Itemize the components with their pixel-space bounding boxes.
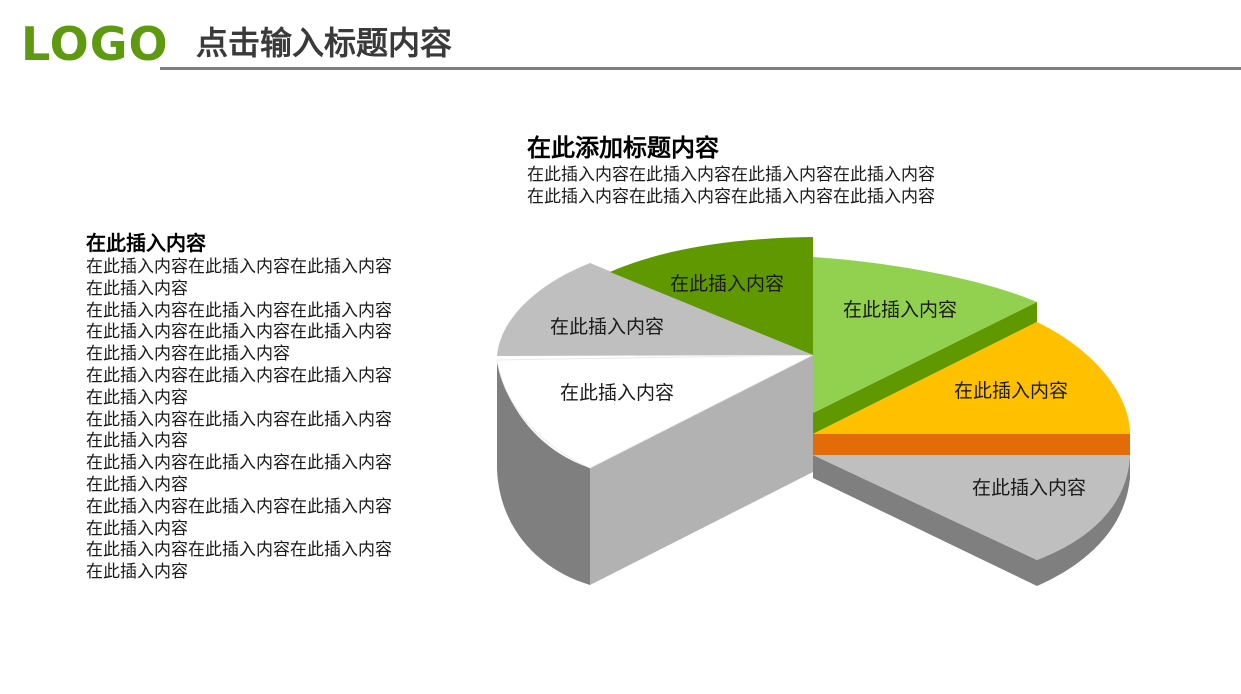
left-line: 在此插入内容: [86, 518, 188, 539]
left-line: 在此插入内容: [86, 474, 188, 495]
white-label: 在此插入内容: [560, 382, 674, 404]
dark-green-slice: [610, 237, 813, 355]
white-slice: [496, 354, 814, 469]
light-green-label: 在此插入内容: [843, 299, 957, 321]
top-text-block: 在此添加标题内容 在此插入内容在此插入内容在此插入内容在此插入内容 在此插入内容…: [527, 133, 935, 208]
left-line: 在此插入内容在此插入内容在此插入内容: [86, 453, 392, 474]
left-line: 在此插入内容: [86, 278, 188, 299]
left-line: 在此插入内容在此插入内容在此插入内容: [86, 540, 392, 561]
logo: LOGO: [21, 17, 169, 71]
orange-band: [813, 434, 1130, 455]
left-line: 在此插入内容在此插入内容在此插入内容: [86, 300, 392, 321]
gray-right-slice: [813, 455, 1130, 560]
left-text-block: 在此插入内容 在此插入内容在此插入内容在此插入内容 在此插入内容 在此插入内容在…: [86, 230, 426, 584]
light-green-slice: [813, 257, 1037, 413]
left-line: 在此插入内容: [86, 562, 188, 583]
top-title: 在此添加标题内容: [527, 134, 719, 162]
top-line: 在此插入内容在此插入内容在此插入内容在此插入内容: [527, 187, 935, 207]
yellow-label: 在此插入内容: [954, 380, 1068, 402]
top-line: 在此插入内容在此插入内容在此插入内容在此插入内容: [527, 165, 935, 185]
left-line: 在此插入内容在此插入内容在此插入内容: [86, 365, 392, 386]
gray-right-label: 在此插入内容: [972, 477, 1086, 499]
gray-top-slice: [497, 263, 813, 356]
left-piece-cut-side: [590, 355, 813, 585]
left-title: 在此插入内容: [86, 231, 206, 255]
left-line: 在此插入内容: [86, 431, 188, 452]
header-divider: [160, 67, 1241, 70]
light-green-side: [813, 302, 1037, 434]
left-line: 在此插入内容在此插入内容: [86, 344, 290, 365]
left-line: 在此插入内容在此插入内容在此插入内容: [86, 257, 392, 277]
page-title: 点击输入标题内容: [196, 24, 453, 62]
gray-top-label: 在此插入内容: [550, 316, 664, 338]
left-line: 在此插入内容在此插入内容在此插入内容: [86, 409, 392, 430]
left-piece-curved-side: [497, 362, 590, 585]
yellow-slice: [813, 322, 1130, 434]
dark-green-label: 在此插入内容: [670, 273, 784, 295]
left-line: 在此插入内容在此插入内容在此插入内容: [86, 322, 392, 343]
left-line: 在此插入内容在此插入内容在此插入内容: [86, 496, 392, 517]
left-line: 在此插入内容: [86, 387, 188, 408]
